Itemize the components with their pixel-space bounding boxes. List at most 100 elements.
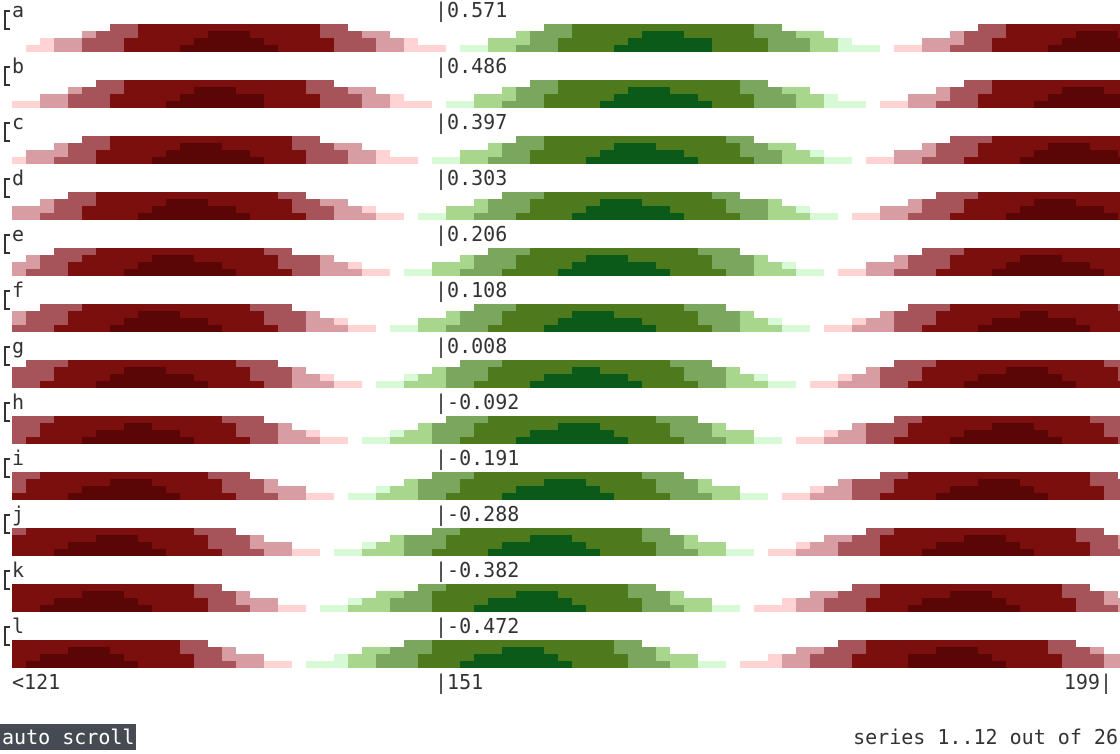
horizon-cell: [152, 150, 166, 157]
horizon-cell: [362, 101, 376, 108]
horizon-cell: [236, 423, 250, 430]
horizon-cell: [572, 605, 586, 612]
series-name: l: [12, 614, 25, 638]
horizon-cell: [978, 381, 992, 388]
horizon-cell: [1006, 136, 1020, 143]
horizon-cell: [502, 360, 516, 367]
horizon-cell: [138, 591, 152, 598]
horizon-cell: [110, 423, 124, 430]
horizon-cell: [180, 528, 194, 535]
horizon-cell: [180, 381, 194, 388]
horizon-cell: [586, 486, 600, 493]
horizon-cell: [614, 38, 628, 45]
horizon-cell: [768, 101, 782, 108]
horizon-cell: [1090, 598, 1104, 605]
horizon-cell: [754, 94, 768, 101]
horizon-cell: [502, 199, 516, 206]
horizon-cell: [264, 304, 278, 311]
horizon-cell: [236, 381, 250, 388]
horizon-cell: [614, 101, 628, 108]
horizon-cell: [516, 213, 530, 220]
horizon-cell: [166, 262, 180, 269]
horizon-cell: [922, 143, 936, 150]
horizon-cell: [250, 423, 264, 430]
horizon-cell: [614, 24, 628, 31]
horizon-cell: [96, 80, 110, 87]
horizon-cell: [1104, 24, 1118, 31]
auto-scroll-button[interactable]: auto scroll: [0, 724, 137, 750]
horizon-cell: [292, 38, 306, 45]
horizon-cell: [1118, 423, 1120, 430]
horizon-cell: [544, 549, 558, 556]
horizon-cell: [1090, 528, 1104, 535]
horizon-cell: [516, 654, 530, 661]
horizon-cell: [572, 437, 586, 444]
horizon-cell: [642, 325, 656, 332]
horizon-cell: [642, 150, 656, 157]
horizon-cell: [936, 472, 950, 479]
horizon-cell: [1118, 24, 1120, 31]
horizon-cell: [236, 311, 250, 318]
horizon-cell: [12, 584, 26, 591]
horizon-cell: [502, 535, 516, 542]
horizon-cell: [82, 605, 96, 612]
horizon-cell: [978, 143, 992, 150]
horizon-cell: [614, 479, 628, 486]
horizon-cell: [236, 325, 250, 332]
horizon-cell: [642, 31, 656, 38]
horizon-cell: [180, 542, 194, 549]
horizon-cell: [572, 472, 586, 479]
horizon-cell: [852, 381, 866, 388]
horizon-cell: [600, 255, 614, 262]
horizon-cell: [768, 318, 782, 325]
horizon-cell: [68, 206, 82, 213]
horizon-cell: [544, 311, 558, 318]
horizon-cell: [1076, 45, 1090, 52]
horizon-cell: [1062, 647, 1076, 654]
horizon-cell: [726, 549, 740, 556]
horizon-cell: [1090, 437, 1104, 444]
horizon-cell: [600, 591, 614, 598]
horizon-cell: [222, 255, 236, 262]
horizon-cell: [628, 269, 642, 276]
horizon-cell: [642, 437, 656, 444]
horizon-cell: [278, 157, 292, 164]
horizon-cell: [586, 255, 600, 262]
horizon-cell: [628, 528, 642, 535]
horizon-cell: [712, 206, 726, 213]
horizon-cell: [768, 199, 782, 206]
horizon-cell: [96, 535, 110, 542]
horizon-cell: [166, 549, 180, 556]
horizon-cell: [544, 584, 558, 591]
horizon-cell: [474, 206, 488, 213]
horizon-cell: [950, 38, 964, 45]
horizon-cell: [1034, 213, 1048, 220]
horizon-cell: [614, 80, 628, 87]
horizon-cell: [880, 213, 894, 220]
horizon-cell: [586, 591, 600, 598]
horizon-cell: [586, 493, 600, 500]
horizon-cell: [656, 430, 670, 437]
horizon-cell: [320, 24, 334, 31]
horizon-cell: [796, 213, 810, 220]
horizon-cell: [684, 255, 698, 262]
horizon-cell: [278, 486, 292, 493]
horizon-cell: [684, 311, 698, 318]
horizon-cell: [82, 136, 96, 143]
horizon-cell: [1090, 374, 1104, 381]
horizon-cell: [68, 143, 82, 150]
horizon-cell: [530, 598, 544, 605]
horizon-cell: [460, 542, 474, 549]
horizon-cell: [236, 24, 250, 31]
horizon-cell: [54, 311, 68, 318]
row-bracket-icon: [4, 10, 10, 30]
horizon-cell: [1076, 311, 1090, 318]
horizon-cell: [642, 367, 656, 374]
horizon-cell: [1090, 549, 1104, 556]
horizon-cell: [40, 661, 54, 668]
horizon-cell: [1062, 143, 1076, 150]
horizon-cell: [572, 360, 586, 367]
horizon-cell: [40, 493, 54, 500]
horizon-cell: [180, 304, 194, 311]
horizon-cell: [544, 80, 558, 87]
